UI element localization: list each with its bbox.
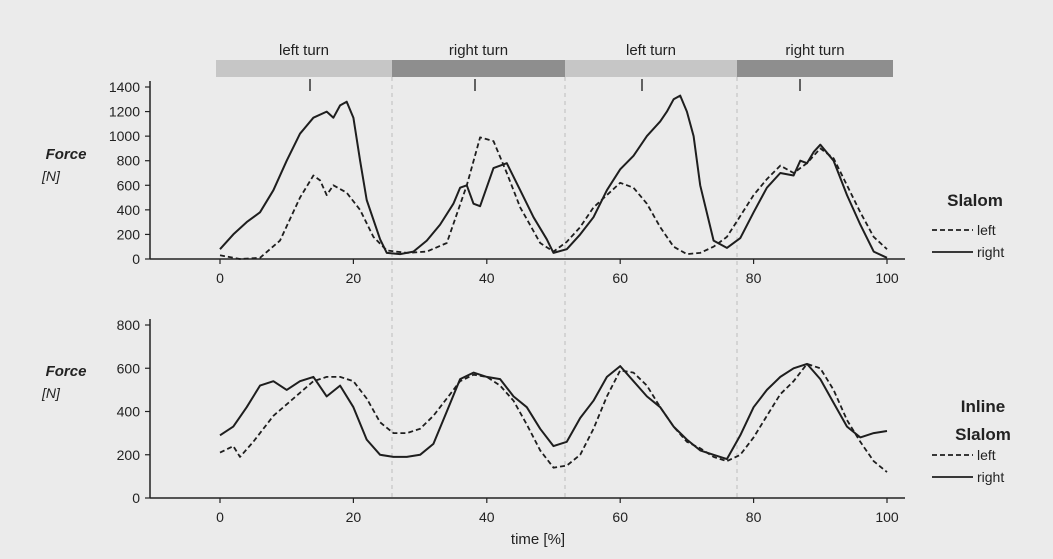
y-tick-label: 400	[117, 202, 141, 218]
x-tick-label: 20	[346, 270, 362, 286]
legend-entry-label: right	[977, 244, 1004, 260]
y-tick-label: 400	[117, 404, 141, 420]
y-axis-unit: [N]	[41, 168, 61, 184]
y-tick-label: 0	[132, 490, 140, 506]
y-axis-unit: [N]	[41, 385, 61, 401]
x-tick-label: 100	[875, 270, 899, 286]
y-tick-label: 1000	[109, 128, 140, 144]
phase-segment	[392, 60, 565, 77]
x-axis-label: time [%]	[511, 531, 565, 548]
y-tick-label: 600	[117, 177, 141, 193]
legend-title: Slalom	[947, 191, 1003, 210]
y-axis-label: Force	[46, 363, 87, 380]
x-tick-label: 80	[746, 270, 762, 286]
x-tick-label: 100	[875, 509, 899, 525]
x-tick-label: 60	[612, 509, 628, 525]
y-tick-label: 0	[132, 251, 140, 267]
series-line-left	[219, 363, 888, 473]
y-axis-label: Force	[46, 146, 87, 163]
x-tick-label: 0	[216, 270, 224, 286]
series-line-right	[219, 94, 888, 259]
y-tick-label: 1400	[109, 79, 140, 95]
legend-entry-label: left	[977, 447, 996, 463]
phase-label: left turn	[626, 42, 676, 59]
legend-title: Slalom	[955, 425, 1011, 444]
x-tick-label: 60	[612, 270, 628, 286]
turn-phase-bar: left turn right turn left turn right turn	[216, 42, 893, 500]
phase-segment	[216, 60, 392, 77]
phase-segment	[565, 60, 737, 77]
y-tick-label: 800	[117, 153, 141, 169]
series-line-right	[219, 362, 888, 461]
legend-entry-label: right	[977, 469, 1004, 485]
y-tick-label: 600	[117, 360, 141, 376]
series-line-left	[219, 136, 888, 260]
phase-segment	[737, 60, 893, 77]
x-tick-label: 80	[746, 509, 762, 525]
phase-label: left turn	[279, 42, 329, 59]
y-tick-label: 200	[117, 447, 141, 463]
phase-label: right turn	[449, 42, 508, 59]
x-tick-label: 20	[346, 509, 362, 525]
legend-entry-label: left	[977, 222, 996, 238]
y-tick-label: 800	[117, 317, 141, 333]
legend-title: Inline	[961, 397, 1005, 416]
y-tick-label: 1200	[109, 104, 140, 120]
x-tick-label: 40	[479, 509, 495, 525]
x-tick-label: 0	[216, 509, 224, 525]
phase-label: right turn	[785, 42, 844, 59]
slalom-panel: 0 200 400 600 800 1000 1200 1400 0 20 40 60 80 100 For…	[41, 79, 1004, 286]
y-tick-label: 200	[117, 226, 141, 242]
inline-slalom-panel: 0 200 400 600 800 0 20 40 60 80 100 Force [N] Inline S…	[41, 317, 1011, 548]
x-tick-label: 40	[479, 270, 495, 286]
